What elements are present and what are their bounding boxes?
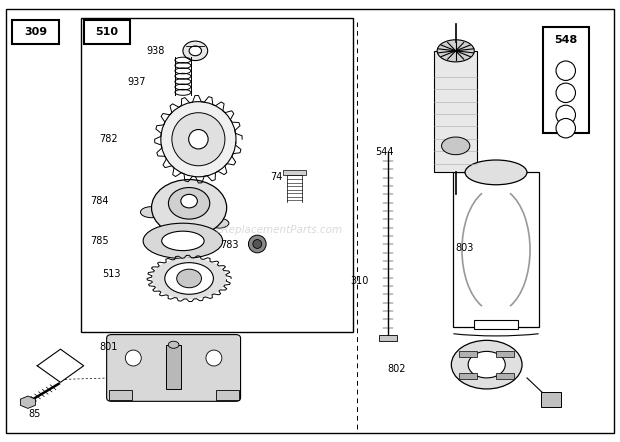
Text: 309: 309 <box>24 27 47 37</box>
FancyBboxPatch shape <box>107 335 241 401</box>
Text: 784: 784 <box>90 196 108 206</box>
Bar <box>84 20 130 44</box>
Ellipse shape <box>210 218 229 228</box>
Bar <box>474 320 518 329</box>
Text: 802: 802 <box>388 364 406 374</box>
Ellipse shape <box>125 350 141 366</box>
Ellipse shape <box>168 341 179 348</box>
Ellipse shape <box>556 61 575 80</box>
Text: 513: 513 <box>102 269 121 279</box>
Text: 801: 801 <box>99 342 118 352</box>
Bar <box>81 18 353 332</box>
Ellipse shape <box>172 113 225 166</box>
Bar <box>541 392 561 407</box>
Ellipse shape <box>556 105 575 125</box>
Text: 74: 74 <box>270 172 282 182</box>
Ellipse shape <box>189 46 202 56</box>
Bar <box>283 170 306 175</box>
Text: 783: 783 <box>220 240 239 250</box>
Text: 544: 544 <box>375 148 394 157</box>
Bar <box>542 27 589 133</box>
Ellipse shape <box>143 223 223 259</box>
Ellipse shape <box>206 350 222 366</box>
Ellipse shape <box>556 118 575 138</box>
Bar <box>459 373 477 379</box>
Ellipse shape <box>169 187 210 219</box>
Ellipse shape <box>151 258 227 299</box>
Text: eReplacementParts.com: eReplacementParts.com <box>215 225 343 235</box>
Ellipse shape <box>162 231 204 251</box>
Ellipse shape <box>181 194 197 208</box>
Bar <box>12 20 59 44</box>
Text: 938: 938 <box>146 46 164 56</box>
Text: 310: 310 <box>350 276 369 286</box>
Ellipse shape <box>441 137 470 155</box>
Ellipse shape <box>141 206 162 217</box>
Text: 85: 85 <box>28 409 40 419</box>
Bar <box>453 172 539 327</box>
Ellipse shape <box>468 351 505 378</box>
Text: 937: 937 <box>127 77 146 87</box>
Ellipse shape <box>437 40 474 62</box>
Ellipse shape <box>465 160 527 185</box>
Ellipse shape <box>183 41 208 61</box>
Ellipse shape <box>556 83 575 103</box>
Ellipse shape <box>161 102 236 177</box>
Text: 785: 785 <box>90 236 108 246</box>
Ellipse shape <box>151 179 227 236</box>
Ellipse shape <box>165 263 213 294</box>
Text: 782: 782 <box>99 134 118 144</box>
Ellipse shape <box>177 269 202 288</box>
Bar <box>497 351 514 358</box>
Bar <box>108 390 132 400</box>
Ellipse shape <box>253 240 262 248</box>
Bar <box>166 345 181 389</box>
Bar <box>379 335 397 341</box>
Text: 803: 803 <box>456 243 474 252</box>
Text: 548: 548 <box>554 35 577 45</box>
Bar <box>216 390 239 400</box>
Bar <box>497 373 514 379</box>
Ellipse shape <box>249 235 266 253</box>
Bar <box>459 351 477 358</box>
Bar <box>434 51 477 172</box>
Ellipse shape <box>451 340 522 389</box>
Ellipse shape <box>188 130 208 149</box>
Text: 510: 510 <box>95 27 118 37</box>
